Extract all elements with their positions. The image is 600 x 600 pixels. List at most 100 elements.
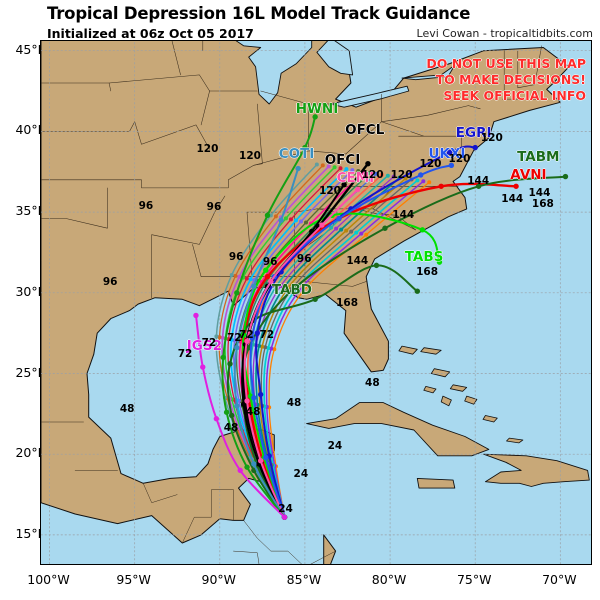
model-label-jgs2: JGS2 <box>186 338 222 355</box>
intl-border-6 <box>142 483 178 503</box>
intl-border-2 <box>233 550 260 564</box>
model-track-coti-point-6 <box>295 165 301 172</box>
forecast-hour-label-28: 144 <box>346 254 369 267</box>
ensemble-track-5-point-5 <box>339 227 344 232</box>
forecast-hour-label-34: 168 <box>531 198 554 211</box>
bahamas-island-2 <box>430 368 451 378</box>
ensemble-track-13-point-3 <box>232 338 237 343</box>
ensemble-track-0-point-4 <box>301 289 306 294</box>
model-track-tabs-point-7 <box>436 259 443 265</box>
model-track-tabs-point-3 <box>240 332 247 338</box>
model-track-egri-point-6 <box>446 149 453 156</box>
ensemble-track-12-point-6 <box>356 169 361 174</box>
y-tick-25°N: 25°N <box>15 364 47 380</box>
model-track-coti-point-4 <box>251 283 257 290</box>
state-border-18 <box>253 103 263 166</box>
ensemble-track-2-point-5 <box>354 230 359 235</box>
ensemble-track-15-point-6 <box>338 166 343 171</box>
forecast-hour-label-26: 120 <box>480 131 503 144</box>
forecast-hour-label-19: 120 <box>196 143 219 156</box>
model-track-avni-point-6 <box>438 183 444 189</box>
model-label-hwni: HWNI <box>295 100 339 117</box>
y-tick-40°N: 40°N <box>15 122 47 138</box>
model-track-cemi-point-6 <box>355 186 361 193</box>
forecast-hour-label-11: 72 <box>239 328 254 341</box>
model-label-cemi: CEMI <box>336 170 375 187</box>
bahamas-island-6 <box>506 437 524 444</box>
y-tick-35°N: 35°N <box>15 203 47 219</box>
model-track-ukxi-point-6 <box>418 172 424 178</box>
ensemble-track-7-point-4 <box>274 283 279 288</box>
model-track-tabm-point-6 <box>475 183 482 189</box>
ensemble-track-15-point-4 <box>244 276 249 281</box>
forecast-hour-label-15: 96 <box>206 201 222 214</box>
model-track-ofci-point-6 <box>341 181 347 188</box>
ensemble-track-1-point-6 <box>421 179 426 184</box>
forecast-hour-label-30: 144 <box>501 193 524 206</box>
disclaimer-line-1: DO NOT USE THIS MAP <box>426 56 586 71</box>
model-label-tabm: TABM <box>517 149 560 166</box>
model-track-hwni-point-2 <box>223 409 230 415</box>
credit-text: Levi Cowan - tropicaltidbits.com <box>416 27 593 40</box>
forecast-hour-label-13: 96 <box>138 199 154 212</box>
model-track-ofci-point-2 <box>240 401 247 407</box>
ensemble-track-17-point-6 <box>326 164 331 169</box>
x-tick-80°W: 80°W <box>371 572 407 587</box>
hispaniola <box>483 453 590 487</box>
forecast-hour-label-2: 24 <box>278 503 293 516</box>
ensemble-track-4-point-3 <box>260 344 265 349</box>
forecast-hour-label-5: 48 <box>245 406 261 419</box>
model-track-hwni-point-5 <box>264 212 271 219</box>
ensemble-track-14-point-6 <box>344 167 349 172</box>
y-tick-15°N: 15°N <box>15 525 47 541</box>
model-track-avni[interactable] <box>241 182 518 519</box>
model-track-cemi-point-2 <box>244 398 250 404</box>
jamaica <box>416 477 456 489</box>
map-plot-area[interactable]: AVNI TABM TABD TABS OFCL OFCI EGRI UKXI CEMI COTI… <box>40 40 592 565</box>
forecast-hour-label-31: 144 <box>528 186 551 199</box>
ensemble-track-3-point-3 <box>263 345 268 350</box>
x-tick-75°W: 75°W <box>456 572 492 587</box>
model-track-cemi-point-4 <box>268 278 274 285</box>
forecast-hour-label-20: 120 <box>239 149 261 162</box>
y-tick-45°N: 45°N <box>15 41 47 57</box>
model-track-hwni-point-4 <box>234 290 240 296</box>
disclaimer-line-3: SEEK OFFICIAL INFO <box>443 88 586 103</box>
ensemble-track-4-point-5 <box>344 228 349 233</box>
ensemble-track-7-point-5 <box>329 225 334 230</box>
forecast-hour-label-9: 72 <box>201 336 217 349</box>
ensemble-track-17-point-3 <box>220 335 225 340</box>
ensemble-track-8-point-6 <box>379 172 384 177</box>
ensemble-track-3-point-5 <box>349 229 354 234</box>
ensemble-track-18-point-3 <box>217 335 222 340</box>
model-track-hwni-point-1 <box>244 464 250 470</box>
model-label-coti: COTI <box>278 145 315 162</box>
ensemble-track-15-point-5 <box>288 217 293 222</box>
x-tick-95°W: 95°W <box>116 572 151 587</box>
x-tick-100°W: 100°W <box>27 572 70 587</box>
state-border-22 <box>108 74 210 92</box>
model-track-tabd-point-3 <box>227 361 233 367</box>
x-tick-70°W: 70°W <box>542 572 577 587</box>
model-label-tabd: TABD <box>271 281 312 298</box>
model-track-hwni[interactable] <box>221 115 317 519</box>
intl-border-3 <box>243 520 336 564</box>
state-border-12 <box>398 134 476 137</box>
ensemble-track-0-point-5 <box>364 232 369 237</box>
ensemble-track-6-point-5 <box>334 226 339 231</box>
model-track-tabd-point-5 <box>312 296 318 302</box>
ensemble-track-14-point-3 <box>229 337 234 342</box>
ensemble-track-19-point-4 <box>229 273 234 278</box>
bahamas-island-8 <box>423 386 437 394</box>
model-track-tabm-point-7 <box>562 173 569 180</box>
forecast-hour-label-18: 96 <box>296 252 312 265</box>
forecast-hour-label-25: 120 <box>448 152 471 165</box>
ensemble-track-18-point-4 <box>233 273 238 278</box>
model-track-egri[interactable] <box>255 145 477 519</box>
model-track-tabs-point-6 <box>419 227 426 233</box>
model-track-tabs-point-4 <box>263 267 269 273</box>
model-track-hwni-point-3 <box>220 354 226 361</box>
lake-ontario <box>401 64 456 81</box>
lake-erie <box>330 85 410 108</box>
